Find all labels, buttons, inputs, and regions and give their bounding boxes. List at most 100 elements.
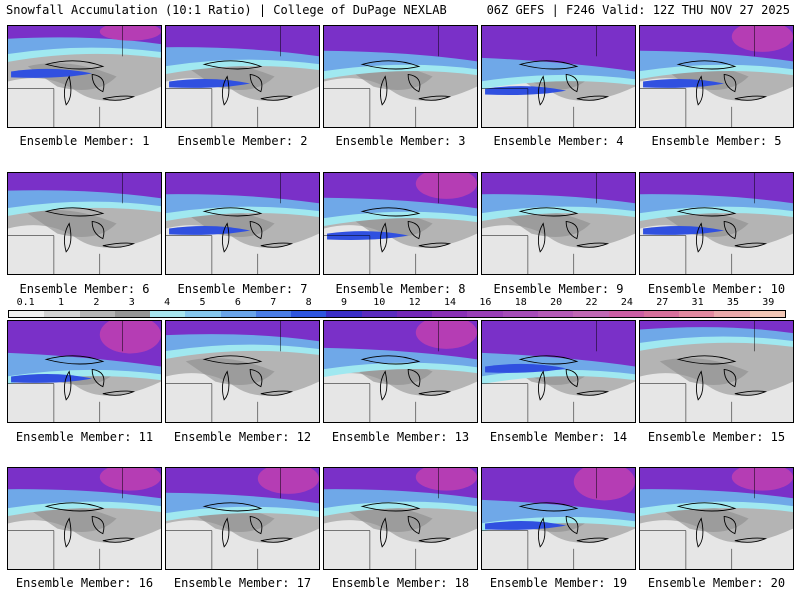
ensemble-member-map xyxy=(481,320,636,423)
lake-outline xyxy=(202,207,263,217)
lake-outline xyxy=(537,517,546,548)
colorbar-swatch xyxy=(79,311,115,317)
lake-outline xyxy=(91,73,105,93)
light-snow-area xyxy=(8,373,161,422)
state-borders xyxy=(640,173,755,274)
colorbar-tick-label: 16 xyxy=(479,297,492,308)
light-snow-area xyxy=(640,520,793,569)
colorbar-tick-label: 22 xyxy=(585,297,598,308)
lake-outline xyxy=(63,222,72,253)
lake-outline xyxy=(260,390,294,396)
state-borders xyxy=(482,173,597,274)
ensemble-member-label: Ensemble Member: 15 xyxy=(647,430,786,444)
lake-outline xyxy=(565,515,579,535)
lake-outline xyxy=(221,370,230,401)
snowfall-map xyxy=(166,468,319,569)
snowfall-map xyxy=(166,26,319,127)
colorbar-swatch xyxy=(361,311,397,317)
lake-outline xyxy=(576,242,610,248)
lake-outline xyxy=(379,370,388,401)
lake-outline xyxy=(260,242,294,248)
snowfall-map xyxy=(324,26,477,127)
ensemble-member-map xyxy=(323,172,478,275)
snowfall-map xyxy=(482,173,635,274)
lake-outline xyxy=(418,95,452,101)
lake-outline xyxy=(565,220,579,240)
lake-outline xyxy=(537,222,546,253)
lake-outline xyxy=(518,355,579,365)
ensemble-member-map xyxy=(481,25,636,128)
ensemble-member-map xyxy=(165,467,320,570)
ensemble-member-map xyxy=(481,172,636,275)
colorbar-tick-labels: 0.1 1 2 3 4 5 6 7 8 9 10 12 14 16 18 20 22 24 27 31 35 39 xyxy=(8,297,786,309)
lake-outline xyxy=(249,368,263,388)
colorbar-tick-label: 18 xyxy=(514,297,527,308)
lake-outline xyxy=(102,95,136,101)
light-snow-area xyxy=(166,520,319,569)
colorbar-tick-label: 0.1 xyxy=(16,297,35,308)
lake-outline xyxy=(379,517,388,548)
lake-outline xyxy=(102,242,136,248)
very-heavy-snow-area xyxy=(731,26,793,52)
ensemble-member-label: Ensemble Member: 11 xyxy=(15,430,154,444)
colorbar-tick-label: 24 xyxy=(620,297,633,308)
lake-outline xyxy=(249,515,263,535)
lake-outline xyxy=(723,220,737,240)
colorbar-tick-label: 4 xyxy=(164,297,171,308)
state-borders xyxy=(8,173,123,274)
lake-outline xyxy=(102,537,136,543)
snowfall-map xyxy=(640,26,793,127)
ensemble-member-map xyxy=(7,320,162,423)
colorbar-tick-label: 27 xyxy=(656,297,669,308)
snowfall-map xyxy=(640,173,793,274)
colorbar-tick-label: 10 xyxy=(373,297,386,308)
ensemble-member-label: Ensemble Member: 5 xyxy=(651,134,782,148)
lake-effect-band xyxy=(485,363,567,373)
ensemble-member-map xyxy=(7,172,162,275)
lake-effect-band xyxy=(11,68,93,78)
ensemble-member-label: Ensemble Member: 19 xyxy=(489,576,628,590)
light-snow-area xyxy=(166,373,319,422)
light-snow-area xyxy=(8,520,161,569)
lake-outline xyxy=(44,207,105,217)
lake-outline xyxy=(734,390,768,396)
ensemble-member-label: Ensemble Member: 6 xyxy=(19,282,150,296)
lake-outline xyxy=(676,502,737,512)
lake-outline xyxy=(695,75,704,106)
light-snow-area xyxy=(324,520,477,569)
snowfall-colorbar xyxy=(8,310,786,318)
lake-effect-band xyxy=(485,86,567,95)
light-snow-area xyxy=(640,373,793,422)
lake-outline xyxy=(221,222,230,253)
light-snow-area xyxy=(324,373,477,422)
ensemble-member-map xyxy=(481,467,636,570)
lake-outline xyxy=(518,502,579,512)
very-heavy-snow-area xyxy=(415,321,477,349)
ensemble-member-map xyxy=(639,172,794,275)
light-snow-area xyxy=(640,225,793,274)
snowfall-map xyxy=(482,321,635,422)
lake-outline xyxy=(202,355,263,365)
lake-effect-band xyxy=(485,521,567,530)
lake-outline xyxy=(102,390,136,396)
colorbar-swatch xyxy=(114,311,151,317)
colorbar-swatch xyxy=(573,311,609,317)
snowfall-map xyxy=(8,173,161,274)
ensemble-member-label: Ensemble Member: 10 xyxy=(647,282,786,296)
ensemble-member-label: Ensemble Member: 20 xyxy=(647,576,786,590)
light-snow-area xyxy=(324,78,477,127)
lake-outline xyxy=(63,75,72,106)
state-borders xyxy=(482,26,597,127)
colorbar-tick-label: 8 xyxy=(305,297,312,308)
lake-effect-band xyxy=(11,374,93,383)
very-heavy-snow-area xyxy=(731,468,793,491)
ensemble-member-map xyxy=(639,467,794,570)
lake-outline xyxy=(221,75,230,106)
state-borders xyxy=(324,321,439,422)
snowfall-map xyxy=(324,173,477,274)
lake-outline xyxy=(202,60,263,70)
state-borders xyxy=(482,321,597,422)
lake-outline xyxy=(734,537,768,543)
colorbar-tick-label: 9 xyxy=(340,297,347,308)
colorbar-swatch xyxy=(44,311,80,317)
